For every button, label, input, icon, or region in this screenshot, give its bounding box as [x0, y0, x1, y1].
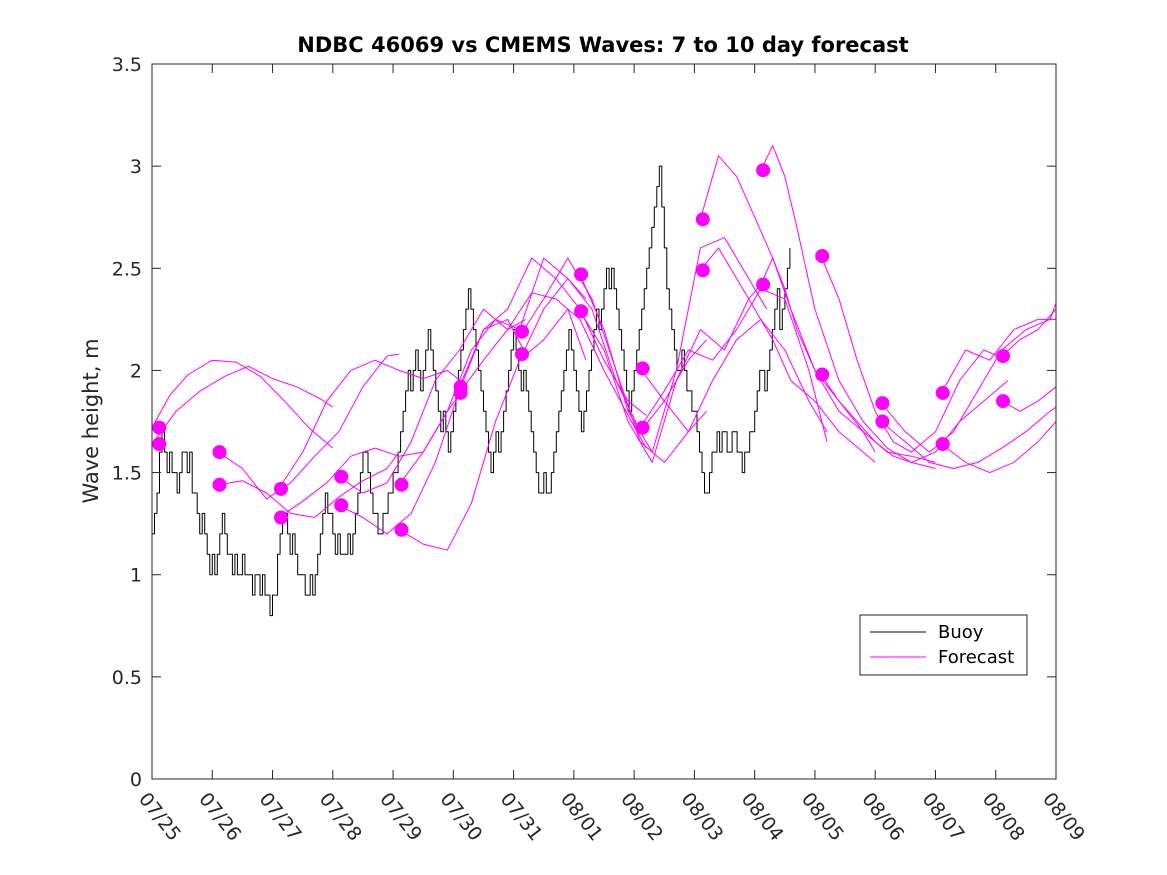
- forecast-series-line-9: [398, 257, 587, 486]
- x-tick-label: 07/26: [194, 789, 245, 846]
- forecast-series-line-21: [760, 145, 936, 469]
- y-tick-label: 2.5: [112, 258, 142, 280]
- forecast-series-line-24: [820, 374, 1009, 463]
- x-tick-label: 08/06: [857, 789, 908, 846]
- forecast-start-marker: [635, 361, 650, 376]
- forecast-series-line-30: [1001, 386, 1057, 412]
- x-tick-label: 08/09: [1038, 789, 1089, 846]
- forecast-start-marker: [274, 510, 288, 525]
- forecast-series-line-19: [699, 155, 876, 453]
- marker-layer: [152, 163, 1010, 537]
- forecast-series-line-28: [941, 421, 1057, 474]
- x-tick-label: 07/29: [375, 789, 426, 846]
- x-tick-label: 07/31: [496, 789, 547, 846]
- y-tick-label: 3: [130, 156, 142, 178]
- y-tick-label: 1.5: [112, 463, 142, 485]
- forecast-start-marker: [152, 437, 167, 451]
- forecast-series-line-12: [458, 292, 647, 449]
- y-tick-label: 3.5: [112, 54, 142, 76]
- forecast-series-line-7: [338, 308, 526, 494]
- forecast-start-marker: [515, 324, 529, 339]
- forecast-start-marker: [875, 396, 890, 411]
- forecast-start-marker: [695, 263, 710, 278]
- forecast-series-line-26: [880, 406, 1057, 469]
- forecast-start-marker: [635, 420, 650, 435]
- forecast-series-line-5: [278, 359, 466, 490]
- x-tick-label: 07/25: [134, 789, 185, 846]
- forecast-start-marker: [695, 212, 710, 227]
- chart-title: NDBC 46069 vs CMEMS Waves: 7 to 10 day f…: [297, 33, 908, 57]
- plot-frame: [151, 63, 1057, 780]
- forecast-series-line-10: [398, 308, 587, 551]
- x-tick-label: 08/05: [797, 789, 848, 846]
- forecast-series-line-14: [522, 278, 707, 433]
- forecast-start-marker: [756, 277, 771, 292]
- x-tick-label: 08/04: [737, 789, 788, 846]
- forecast-series-line-2: [151, 365, 334, 445]
- forecast-series-line-4: [218, 451, 400, 518]
- forecast-start-marker: [212, 445, 227, 460]
- forecast-start-marker: [274, 481, 288, 496]
- forecast-series-line-8: [338, 318, 527, 535]
- forecast-start-marker: [815, 367, 830, 382]
- legend-box: [859, 614, 1028, 676]
- x-tick-label: 08/08: [978, 789, 1029, 846]
- forecast-series-line-27: [941, 318, 1056, 394]
- x-tick-label: 07/30: [435, 789, 486, 846]
- x-tick-label: 07/27: [255, 789, 306, 846]
- forecast-start-marker: [935, 385, 950, 400]
- forecast-series-line-23: [820, 255, 1008, 453]
- series-layer: [151, 145, 1057, 617]
- x-tick-label: 08/02: [616, 789, 667, 846]
- forecast-series-line-29: [1001, 308, 1057, 357]
- y-tick-label: 0.5: [112, 667, 142, 689]
- legend-buoy-label: Buoy: [938, 622, 984, 643]
- legend-forecast-label: Forecast: [938, 647, 1014, 668]
- forecast-series-line-25: [880, 302, 1057, 453]
- x-tick-label: 07/28: [315, 789, 366, 846]
- y-tick-label: 1: [130, 565, 142, 587]
- forecast-series-line-22: [760, 257, 936, 463]
- forecast-start-marker: [996, 394, 1010, 409]
- forecast-start-marker: [574, 304, 589, 319]
- forecast-series-line-20: [700, 247, 876, 463]
- forecast-series-line-17: [639, 318, 828, 433]
- forecast-series-line-16: [579, 278, 768, 463]
- forecast-start-marker: [152, 420, 167, 435]
- forecast-series-line-18: [639, 288, 828, 443]
- forecast-series-line-3: [218, 353, 400, 500]
- buoy-series-line: [152, 165, 791, 617]
- forecast-start-marker: [574, 267, 589, 282]
- forecast-series-line-6: [278, 386, 466, 518]
- forecast-start-marker: [212, 477, 227, 492]
- legend: Buoy Forecast: [859, 614, 1028, 676]
- forecast-series-line-1: [151, 359, 334, 449]
- forecast-start-marker: [875, 414, 890, 429]
- forecast-start-marker: [334, 498, 349, 513]
- forecast-start-marker: [453, 385, 468, 400]
- x-tick-label: 08/03: [676, 789, 727, 846]
- forecast-start-marker: [815, 249, 830, 263]
- forecast-start-marker: [515, 347, 529, 362]
- forecast-start-marker: [756, 163, 771, 178]
- y-tick-label: 0: [130, 769, 142, 791]
- x-tick-label: 08/01: [556, 789, 607, 846]
- y-tick-label: 2: [130, 360, 142, 382]
- forecast-start-marker: [334, 469, 349, 484]
- forecast-start-marker: [394, 522, 409, 537]
- forecast-start-marker: [996, 349, 1010, 364]
- forecast-start-marker: [935, 437, 950, 451]
- x-tick-label: 08/07: [918, 789, 969, 846]
- forecast-start-marker: [394, 477, 409, 492]
- y-axis-label: Wave height, m: [79, 338, 103, 503]
